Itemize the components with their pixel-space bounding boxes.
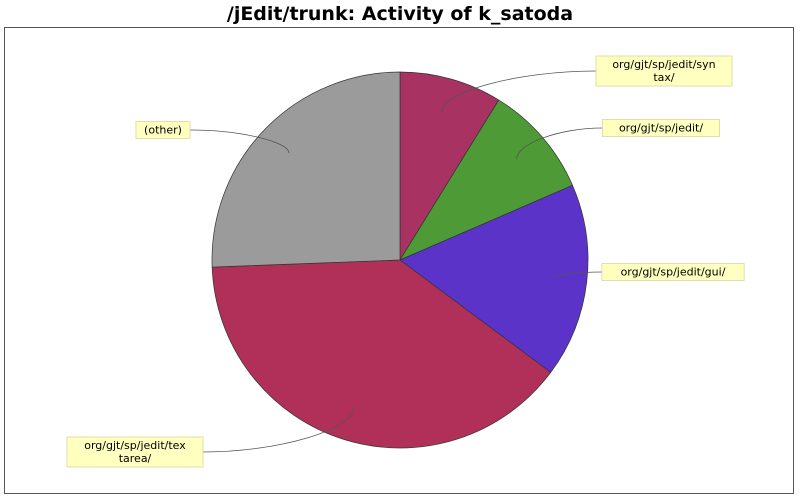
slice-label-text: org/gjt/sp/jedit/gui/ [621,266,726,279]
slice-label-box [135,121,191,139]
label-leader-line [441,70,597,112]
slice-label-box [595,55,733,87]
slice-label-text: org/gjt/sp/jedit/syn [612,58,715,71]
slice-label-text: org/gjt/sp/jedit/ [619,122,703,135]
label-leader-line [190,129,290,154]
pie-slice [399,99,573,261]
slice-label: org/gjt/sp/jedit/ [602,119,720,137]
label-leader-line [516,127,603,160]
label-leader-line [202,407,355,453]
slice-label: org/gjt/sp/jedit/gui/ [601,263,745,281]
slice-label: (other) [135,121,191,139]
slice-label-text: tax/ [653,71,675,84]
slice-label-text: tarea/ [119,452,152,465]
chart-title: /jEdit/trunk: Activity of k_satoda [226,3,574,25]
pie-slice [399,71,500,262]
pie-slice [399,184,589,373]
pie-slice [211,259,552,449]
pie-slice [211,71,401,268]
slice-label-text: org/gjt/sp/jedit/tex [84,439,186,452]
slice-label-box [66,436,204,468]
label-leader-line [552,271,602,279]
slice-label-box [601,263,745,281]
slice-label-text: (other) [144,124,182,137]
slice-label-box [602,119,720,137]
